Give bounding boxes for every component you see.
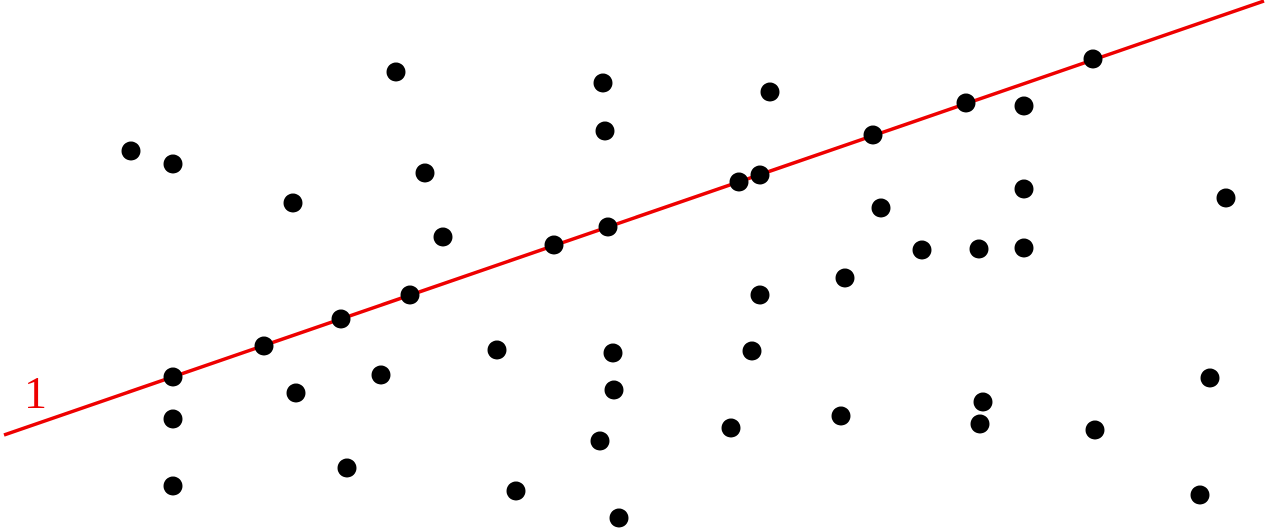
point [1083,49,1103,69]
point [386,62,406,82]
fitted-line [3,0,1265,437]
point [590,431,610,451]
point [1014,179,1034,199]
point [1014,96,1034,116]
point [433,227,453,247]
point [1216,188,1236,208]
point [603,343,623,363]
point [835,268,855,288]
point [595,121,615,141]
point [283,193,303,213]
point [969,239,989,259]
point [912,240,932,260]
point [598,217,618,237]
point [831,406,851,426]
point [163,154,183,174]
point [337,458,357,478]
line-label: 1 [24,367,47,418]
point [970,414,990,434]
point [593,73,613,93]
point [415,163,435,183]
point [1200,368,1220,388]
point [721,418,741,438]
point [163,476,183,496]
point [371,365,391,385]
point [163,409,183,429]
point [750,285,770,305]
point [544,235,564,255]
point [1190,485,1210,505]
point [604,380,624,400]
point [863,125,883,145]
point [1014,238,1034,258]
points [121,49,1236,528]
point [871,198,891,218]
point [121,141,141,161]
point [956,93,976,113]
point [729,172,749,192]
point [750,165,770,185]
point [973,392,993,412]
point [400,285,420,305]
point [163,367,183,387]
point [487,340,507,360]
point [286,383,306,403]
point [331,309,351,329]
point [254,336,274,356]
point [760,82,780,102]
point [609,508,629,528]
point [742,341,762,361]
point [506,481,526,501]
point [1085,420,1105,440]
